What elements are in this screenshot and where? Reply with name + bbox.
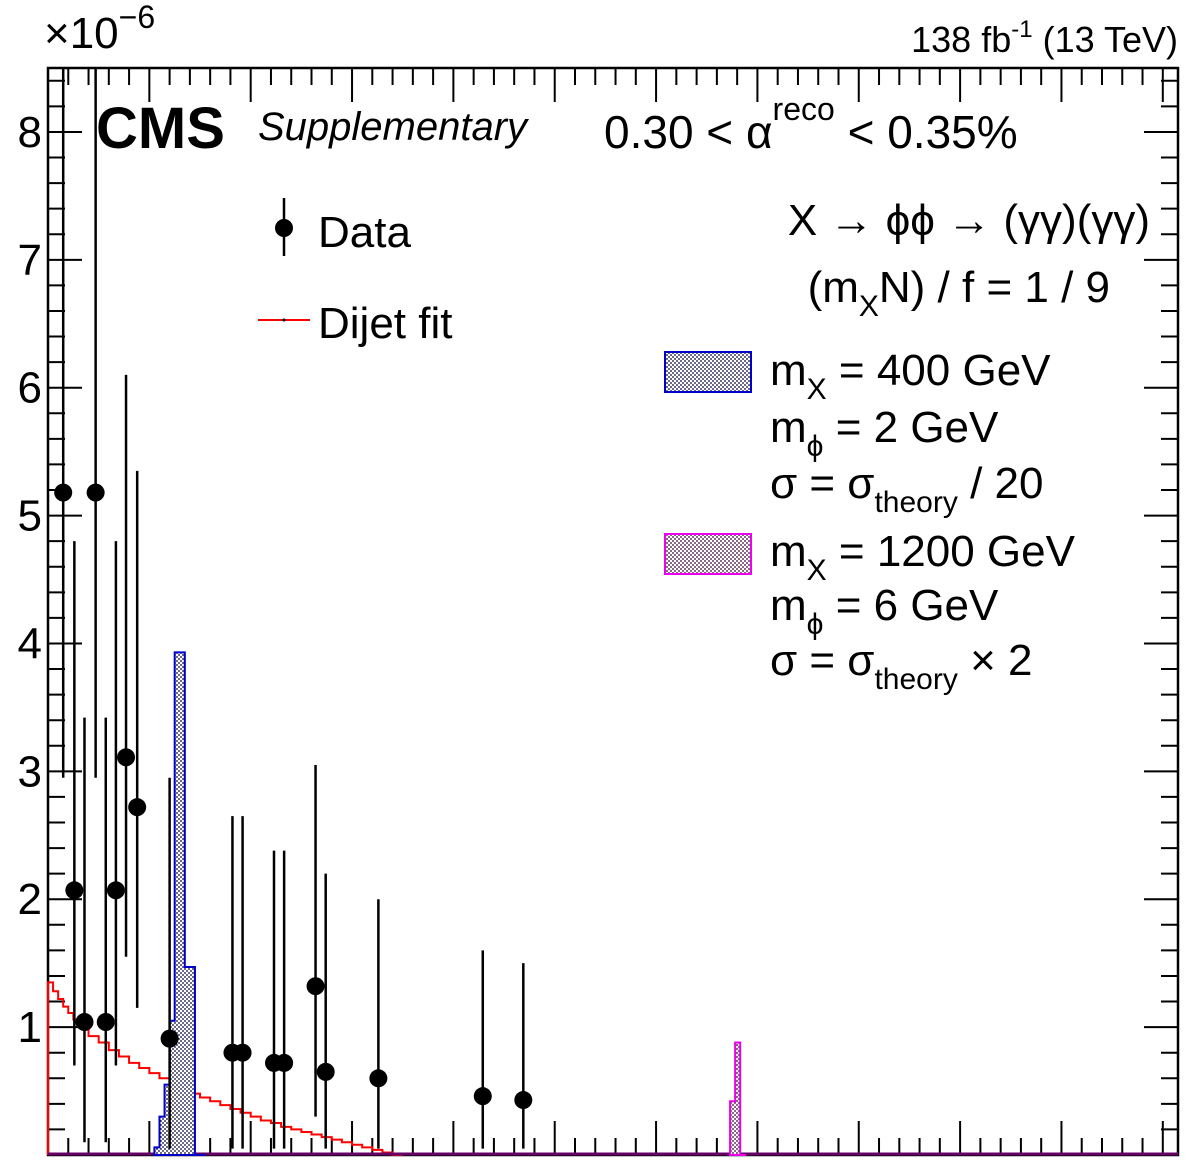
data-point [96,1013,115,1032]
data-point [316,1062,335,1081]
legend-entry-fit: Dijet fit [258,299,452,348]
signal-400-bars [153,651,206,1156]
data-point [54,483,73,502]
y-tick-label: 7 [18,236,42,285]
data-point [369,1069,388,1088]
y-tick-label: 4 [18,619,42,668]
signal-400-histogram [153,651,206,1156]
y-tick-label: 3 [18,747,42,796]
cms-label: CMS [96,96,225,161]
legend-entry-data: Data [275,198,411,257]
y-tick-label: 8 [18,108,42,157]
svg-text:σ = σtheory / 20: σ = σtheory / 20 [770,459,1043,519]
legend-swatch-signal-1200 [664,533,752,575]
dijet-fit-line [47,981,403,1156]
data-points [54,68,533,1149]
data-point [473,1087,492,1106]
legend-coupling-label: (mXN) / f = 1 / 9 [808,263,1110,323]
data-point [75,1013,94,1032]
data-point [86,483,105,502]
y-axis-ticks-right [1144,79,1178,1131]
category-label: 0.30 < αreco < 0.35% [604,91,1018,158]
svg-text:mX = 400 GeV: mX = 400 GeV [770,346,1051,406]
legend-process-label: X → ϕϕ → (γγ)(γγ) [788,196,1150,245]
signal-1200-bars [729,1041,747,1156]
y-tick-label: 6 [18,364,42,413]
data-point [106,881,125,900]
data-point [233,1043,252,1062]
y-exponent-label: ×10−6 [44,0,155,58]
data-point [65,881,84,900]
signal-1200-histogram [729,1041,747,1156]
legend-data-label: Data [318,208,411,257]
y-tick-label: 5 [18,492,42,541]
supplementary-label: Supplementary [258,105,530,149]
svg-text:σ = σtheory × 2: σ = σtheory × 2 [770,636,1032,696]
legend-entry-signal-400: mX = 400 GeV mϕ = 2 GeV σ = σtheory / 20 [664,346,1051,519]
y-tick-label: 1 [18,1003,42,1052]
legend-fit-label: Dijet fit [318,299,452,348]
y-axis-ticks-left [48,79,82,1131]
svg-text:mϕ = 2 GeV: mϕ = 2 GeV [770,403,999,463]
data-point [306,977,325,996]
svg-text:mϕ = 6 GeV: mϕ = 6 GeV [770,581,999,641]
legend-swatch-signal-400 [664,351,752,393]
data-point [514,1091,533,1110]
data-point [128,798,147,817]
data-point [117,748,136,767]
data-point [275,1053,294,1072]
data-point [160,1029,179,1048]
y-axis-tick-labels: 1 2 3 4 5 6 7 8 [18,108,42,1052]
legend-entry-signal-1200: mX = 1200 GeV mϕ = 6 GeV σ = σtheory × 2 [664,527,1076,696]
dijet-fit-histogram [47,981,1178,1156]
lumi-label: 138 fb-1 (13 TeV) [911,16,1178,60]
y-tick-label: 2 [18,875,42,924]
svg-text:mX = 1200 GeV: mX = 1200 GeV [770,527,1076,587]
